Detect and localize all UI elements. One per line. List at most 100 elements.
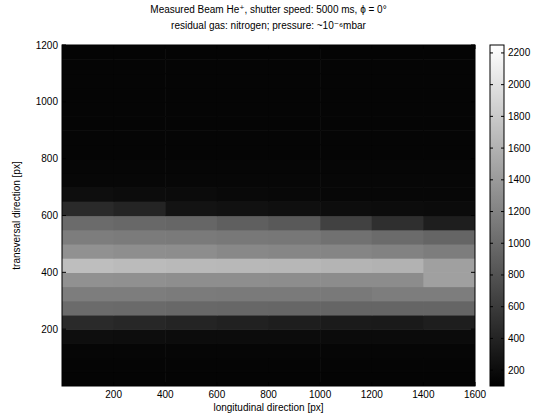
cell [372, 358, 424, 373]
cell [320, 173, 372, 188]
cell [62, 258, 114, 273]
colorbar [490, 45, 504, 386]
y-tick [62, 215, 66, 216]
cell [165, 187, 217, 202]
cell [320, 315, 372, 330]
cell [62, 159, 114, 174]
colorbar-tick-left [490, 179, 493, 180]
cell [165, 230, 217, 245]
cell [217, 159, 269, 174]
cell [62, 73, 114, 88]
cell [114, 144, 166, 159]
colorbar-tick-left [490, 52, 493, 53]
cell [114, 59, 166, 74]
cell [62, 130, 114, 145]
cell [217, 343, 269, 358]
cell [320, 144, 372, 159]
cell [320, 358, 372, 373]
x-tick [165, 382, 166, 386]
cell [269, 102, 321, 117]
colorbar-tick-left [490, 370, 493, 371]
cell [114, 201, 166, 216]
y-tick-label: 200 [41, 324, 58, 335]
cell [320, 216, 372, 231]
cell [217, 45, 269, 60]
cell [269, 144, 321, 159]
cell [320, 230, 372, 245]
cell [423, 59, 475, 74]
cell [165, 102, 217, 117]
cell [423, 173, 475, 188]
cell [423, 216, 475, 231]
x-tick [371, 382, 372, 386]
x-tick [113, 382, 114, 386]
cell [320, 130, 372, 145]
cell [320, 102, 372, 117]
cell [165, 329, 217, 344]
cell [372, 187, 424, 202]
cell [165, 116, 217, 131]
cell [114, 73, 166, 88]
y-tick [62, 45, 66, 46]
cell [165, 45, 217, 60]
cell [217, 272, 269, 287]
cell [165, 88, 217, 103]
cell [372, 230, 424, 245]
cell [320, 159, 372, 174]
cell [165, 315, 217, 330]
cell [372, 301, 424, 316]
cell [165, 244, 217, 259]
colorbar-tick-label: 200 [508, 365, 525, 376]
colorbar-tick-label: 1800 [508, 111, 531, 122]
cell [165, 59, 217, 74]
cell [217, 329, 269, 344]
cell [217, 73, 269, 88]
cell [372, 116, 424, 131]
x-tick-label: 400 [157, 389, 174, 400]
cell [372, 272, 424, 287]
cell [423, 287, 475, 302]
cell [217, 287, 269, 302]
cell [62, 272, 114, 287]
cell [62, 244, 114, 259]
cell [269, 201, 321, 216]
colorbar-tick-label: 2200 [508, 47, 531, 58]
colorbar-tick [501, 338, 504, 339]
colorbar-tick-left [490, 274, 493, 275]
cell [372, 258, 424, 273]
cell [62, 372, 114, 386]
colorbar-tick-left [490, 84, 493, 85]
cell [269, 88, 321, 103]
cell [62, 187, 114, 202]
cell [320, 59, 372, 74]
colorbar-tick [501, 274, 504, 275]
cell [423, 201, 475, 216]
y-tick-label: 800 [41, 153, 58, 164]
cell [217, 116, 269, 131]
cell [269, 130, 321, 145]
cell [165, 301, 217, 316]
cell [217, 315, 269, 330]
cell [372, 45, 424, 60]
cell [423, 88, 475, 103]
cell [320, 301, 372, 316]
colorbar-tick [501, 243, 504, 244]
cell [114, 258, 166, 273]
cell [114, 159, 166, 174]
colorbar-tick [501, 211, 504, 212]
cell [423, 272, 475, 287]
cell [320, 116, 372, 131]
cell [62, 173, 114, 188]
cell [217, 173, 269, 188]
cell [165, 272, 217, 287]
cell [269, 287, 321, 302]
colorbar-tick-left [490, 148, 493, 149]
cell [165, 358, 217, 373]
y-tick-label: 1200 [36, 40, 59, 51]
cell [320, 343, 372, 358]
cell [320, 201, 372, 216]
colorbar-tick-label: 1200 [508, 206, 531, 217]
y-tick [62, 101, 66, 102]
cell [114, 315, 166, 330]
cell [320, 272, 372, 287]
